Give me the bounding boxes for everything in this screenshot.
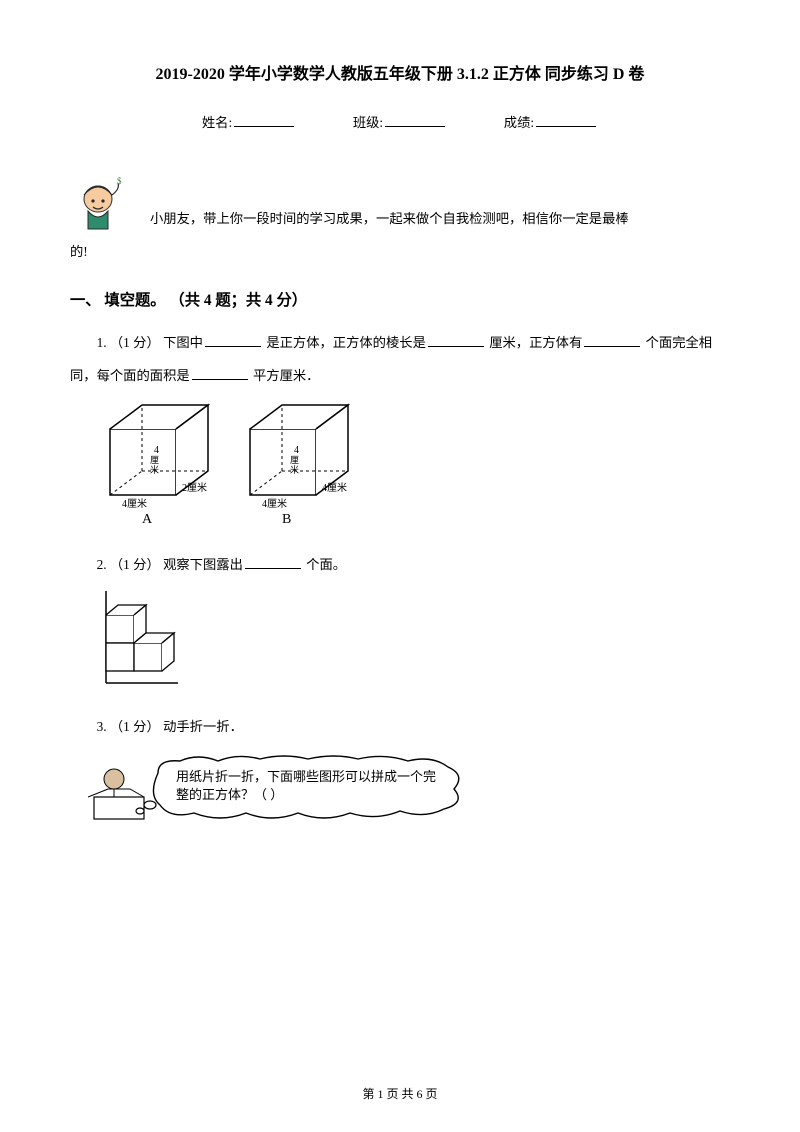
figB-dim-d: 4厘米: [322, 481, 347, 494]
page-title: 2019-2020 学年小学数学人教版五年级下册 3.1.2 正方体 同步练习 …: [70, 60, 730, 84]
form-line: 姓名: 班级: 成绩:: [70, 112, 730, 131]
q1-mid1: 是正方体，正方体的棱长是: [266, 335, 426, 350]
q2-post: 个面。: [306, 557, 346, 572]
q1-num: 1.: [97, 335, 110, 350]
q1-blank-2[interactable]: [428, 333, 484, 347]
q3-num: 3.: [97, 719, 110, 734]
question-3: 3. （1 分） 动手折一折．: [70, 714, 730, 741]
name-blank[interactable]: [234, 113, 294, 127]
q1-score: （1 分）: [110, 335, 160, 350]
q2-pre: 观察下图露出: [163, 557, 243, 572]
stacked-cubes-figure: [100, 591, 180, 691]
q1-pre: 下图中: [163, 335, 203, 350]
q1-blank-4[interactable]: [192, 366, 248, 380]
figB-dim-w: 4厘米: [262, 497, 287, 510]
q1-mid3: 个面完全相: [646, 335, 712, 350]
encourage-line2: 的!: [70, 239, 730, 264]
encourage-row: $ 小朋友，带上你一段时间的学习成果，一起来做个自我检测吧，相信你一定是最棒: [70, 171, 730, 231]
speech-line1: 用纸片折一折，下面哪些图形可以拼成一个完: [176, 769, 436, 784]
q1-cont-pre: 同，每个面的面积是: [70, 368, 190, 383]
mascot-icon: $: [70, 171, 130, 231]
speech-figure: 用纸片折一折，下面哪些图形可以拼成一个完 整的正方体？（ ）: [88, 753, 468, 831]
q3-score: （1 分）: [110, 719, 160, 734]
q1-blank-3[interactable]: [584, 333, 640, 347]
svg-text:厘: 厘: [150, 455, 159, 465]
speech-line2: 整的正方体？（ ）: [176, 787, 283, 802]
score-blank[interactable]: [536, 113, 596, 127]
svg-text:$: $: [117, 176, 122, 186]
q1-blank-1[interactable]: [205, 333, 261, 347]
figA-dim-w: 4厘米: [122, 497, 147, 510]
section-heading: 一、 填空题。 （共 4 题；共 4 分）: [70, 288, 730, 310]
q2-num: 2.: [97, 557, 110, 572]
q2-blank[interactable]: [245, 555, 301, 569]
q1-cont-post: 平方厘米．: [253, 368, 319, 383]
figA-label: A: [142, 512, 153, 527]
svg-text:米: 米: [150, 464, 159, 475]
q1-mid2: 厘米，正方体有: [489, 335, 582, 350]
figB-label: B: [282, 512, 291, 527]
question-2: 2. （1 分） 观察下图露出 个面。: [70, 552, 730, 579]
cuboid-figures: 4 厘 米 4厘米 2厘米 A 4 厘 米 4厘米 4厘米 B: [100, 399, 360, 529]
name-label: 姓名:: [202, 112, 232, 131]
svg-text:米: 米: [290, 464, 299, 475]
question-1: 1. （1 分） 下图中 是正方体，正方体的棱长是 厘米，正方体有 个面完全相: [70, 330, 730, 357]
score-label: 成绩:: [504, 112, 534, 131]
q3-text: 动手折一折．: [163, 719, 243, 734]
class-label: 班级:: [353, 112, 383, 131]
encourage-line1: 小朋友，带上你一段时间的学习成果，一起来做个自我检测吧，相信你一定是最棒: [150, 206, 629, 231]
q1-figures: 4 厘 米 4厘米 2厘米 A 4 厘 米 4厘米 4厘米 B: [100, 399, 730, 534]
figA-dim-d: 2厘米: [182, 481, 207, 494]
q2-score: （1 分）: [110, 557, 160, 572]
class-blank[interactable]: [385, 113, 445, 127]
question-1-cont: 同，每个面的面积是 平方厘米．: [70, 363, 730, 390]
page-footer: 第 1 页 共 6 页: [0, 1085, 800, 1102]
svg-text:厘: 厘: [290, 455, 299, 465]
